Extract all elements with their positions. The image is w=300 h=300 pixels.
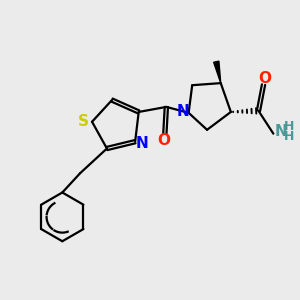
Text: S: S	[78, 114, 89, 129]
Text: H: H	[284, 130, 295, 143]
Text: O: O	[157, 133, 170, 148]
Text: O: O	[258, 70, 271, 86]
Text: N: N	[275, 124, 288, 139]
Text: N: N	[176, 104, 189, 119]
Polygon shape	[214, 61, 221, 83]
Text: H: H	[284, 120, 295, 133]
Text: N: N	[135, 136, 148, 151]
